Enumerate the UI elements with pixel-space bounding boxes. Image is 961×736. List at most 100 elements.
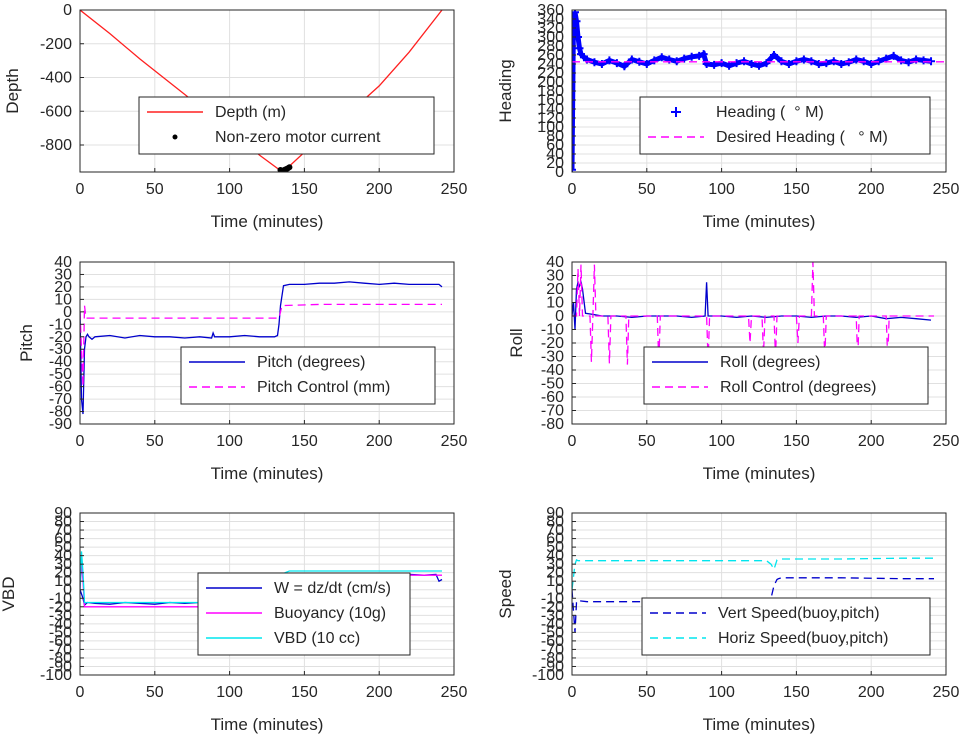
y-tick-label: 120 bbox=[537, 110, 564, 127]
y-tick-label: 90 bbox=[54, 505, 72, 522]
y-tick-label: -10 bbox=[541, 590, 564, 607]
x-tick-label: 150 bbox=[783, 684, 810, 701]
series-group bbox=[80, 10, 443, 172]
y-tick-label: -70 bbox=[541, 403, 564, 420]
y-tick-label: -70 bbox=[49, 641, 72, 658]
y-tick-label: -70 bbox=[49, 391, 72, 408]
y-tick-label: -20 bbox=[541, 599, 564, 616]
legend-box bbox=[643, 346, 929, 405]
y-tick-label: 40 bbox=[54, 548, 72, 565]
legend-marker bbox=[671, 107, 681, 117]
y-tick-label: -40 bbox=[541, 616, 564, 633]
legend-label: Depth (m) bbox=[215, 104, 286, 121]
y-tick-label: -50 bbox=[541, 624, 564, 641]
panel-4: 0 50 100 150 200 250403020100-10-20-30-40-50-… bbox=[507, 254, 959, 483]
y-tick-label: 100 bbox=[537, 119, 564, 136]
x-tick-label: 150 bbox=[783, 181, 810, 198]
legend-box bbox=[138, 96, 435, 155]
y-tick-label: -100 bbox=[40, 667, 72, 684]
x-tick-label: 200 bbox=[366, 684, 393, 701]
legend: Pitch (degrees) Pitch Control (mm) bbox=[180, 346, 436, 405]
y-tick-label: 0 bbox=[555, 164, 564, 181]
x-tick-label: 0 bbox=[76, 684, 85, 701]
y-tick-label: -60 bbox=[49, 633, 72, 650]
x-tick-label: 250 bbox=[933, 684, 960, 701]
data-point bbox=[572, 165, 576, 172]
y-tick-label: -20 bbox=[49, 599, 72, 616]
y-axis-label: Pitch bbox=[17, 324, 36, 362]
y-tick-label: 0 bbox=[63, 2, 72, 19]
y-tick-label: -80 bbox=[49, 404, 72, 421]
legend-label: Buoyancy (10g) bbox=[274, 605, 386, 622]
y-tick-label: -30 bbox=[49, 341, 72, 358]
legend-box bbox=[639, 96, 931, 155]
y-tick-label: 80 bbox=[54, 514, 72, 531]
series-dots bbox=[277, 164, 293, 172]
y-tick-label: 0 bbox=[555, 582, 564, 599]
legend-label: Pitch Control (mm) bbox=[257, 379, 390, 396]
y-tick-label: -10 bbox=[541, 322, 564, 339]
x-tick-label: 150 bbox=[783, 433, 810, 450]
y-tick-label: -30 bbox=[49, 607, 72, 624]
legend-label: W = dz/dt (cm/s) bbox=[274, 580, 391, 597]
y-tick-label: 160 bbox=[537, 92, 564, 109]
x-tick-label: 200 bbox=[858, 433, 885, 450]
y-tick-label: 30 bbox=[54, 556, 72, 573]
panel-6: 0 50 100 150 200 2509080706050403020100-10-20… bbox=[496, 505, 959, 734]
data-point bbox=[732, 59, 741, 68]
data-point bbox=[687, 52, 696, 61]
y-tick-label: 70 bbox=[546, 522, 564, 539]
x-tick-label: 100 bbox=[216, 181, 243, 198]
y-tick-label: 20 bbox=[546, 565, 564, 582]
x-tick-label: 100 bbox=[708, 684, 735, 701]
y-tick-label: 50 bbox=[546, 539, 564, 556]
data-point bbox=[650, 56, 659, 65]
x-tick-label: 50 bbox=[146, 181, 164, 198]
y-tick-label: -600 bbox=[40, 103, 72, 120]
y-tick-label: -70 bbox=[541, 641, 564, 658]
data-point bbox=[755, 61, 763, 70]
y-tick-label: 240 bbox=[537, 56, 564, 73]
x-tick-label: 200 bbox=[858, 181, 885, 198]
legend: Heading ( ° M) Desired Heading ( ° M) bbox=[639, 96, 931, 155]
y-tick-label: 320 bbox=[537, 20, 564, 37]
axes-frame bbox=[79, 512, 455, 676]
y-tick-label: -50 bbox=[541, 376, 564, 393]
panel-5: 0 50 100 150 200 2509080706050403020100-10-20… bbox=[0, 505, 467, 734]
y-tick-label: 80 bbox=[546, 514, 564, 531]
y-tick-label: -90 bbox=[49, 658, 72, 675]
x-tick-label: 150 bbox=[291, 181, 318, 198]
data-point bbox=[680, 54, 689, 63]
legend-label: Pitch (degrees) bbox=[257, 354, 366, 371]
data-point bbox=[762, 59, 771, 68]
series-line bbox=[80, 551, 442, 604]
y-tick-label: -50 bbox=[49, 366, 72, 383]
y-tick-label: -40 bbox=[49, 616, 72, 633]
axes-frame bbox=[79, 9, 455, 173]
legend-marker bbox=[172, 134, 178, 140]
x-tick-label: 0 bbox=[568, 684, 577, 701]
x-tick-label: 50 bbox=[146, 433, 164, 450]
y-tick-label: 180 bbox=[537, 83, 564, 100]
y-tick-label: -200 bbox=[40, 36, 72, 53]
legend-label: Roll (degrees) bbox=[720, 354, 820, 371]
x-tick-label: 100 bbox=[708, 433, 735, 450]
series-line bbox=[80, 303, 442, 387]
data-point bbox=[695, 51, 704, 60]
y-tick-label: 30 bbox=[546, 556, 564, 573]
panel-1: 0 50 100 150 200 250 0 -200 -400 -600 -800 Time (mi… bbox=[3, 2, 467, 231]
axes-frame bbox=[79, 261, 455, 425]
series-group bbox=[572, 262, 934, 365]
y-tick-label: 0 bbox=[555, 308, 564, 325]
data-point bbox=[784, 60, 793, 68]
y-tick-label: 10 bbox=[54, 291, 72, 308]
y-tick-label: -40 bbox=[49, 354, 72, 371]
y-tick-label: -20 bbox=[49, 329, 72, 346]
x-tick-label: 250 bbox=[441, 684, 468, 701]
x-tick-label: 200 bbox=[366, 181, 393, 198]
data-point bbox=[799, 55, 808, 64]
series-markers bbox=[572, 10, 936, 172]
x-axis-label: Time (minutes) bbox=[211, 715, 324, 734]
series-line bbox=[80, 281, 443, 415]
y-axis-label: Depth bbox=[3, 68, 22, 113]
